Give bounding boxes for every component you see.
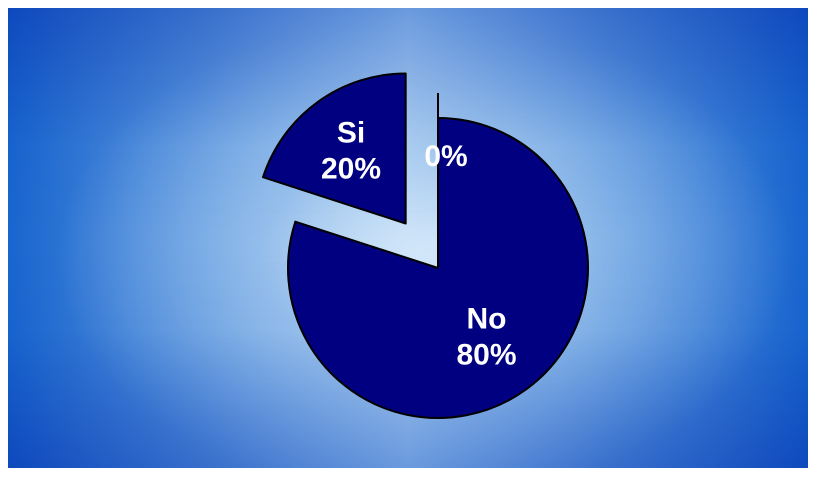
slice-label-zero: 0% [424, 140, 467, 173]
slice-label-no: No 80% [456, 303, 516, 372]
pie-slice-si [262, 72, 407, 225]
pie-slice-no [287, 117, 589, 419]
pie-chart: No 80% Si 20% 0% [262, 72, 589, 419]
slice-label-si: Si 20% [321, 116, 381, 185]
chart-background: No 80% Si 20% 0% [8, 8, 808, 468]
